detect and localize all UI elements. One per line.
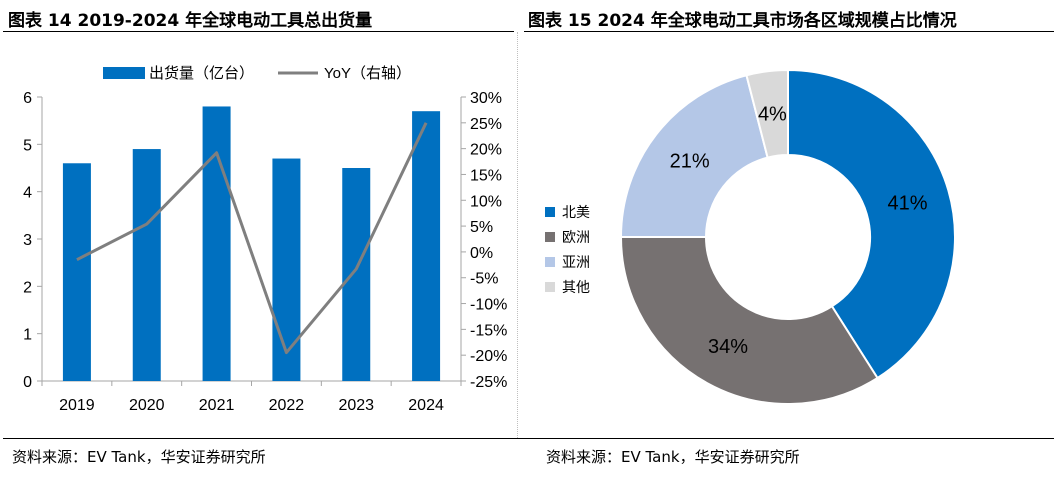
y-tick-label-left: 5 — [23, 137, 32, 154]
title-underline-right — [524, 31, 1054, 32]
legend-label-1: 欧洲 — [562, 229, 590, 245]
bar-chart-axes: 0 1 2 3 4 5 6 -25% -20% -15% -10% -5% 0% 5% 10% 15% 20% 2… — [23, 90, 507, 414]
bar-2021 — [202, 106, 231, 381]
bar-line-chart: 出货量（亿台） YoY（右轴） 0 1 2 3 4 5 6 -25% -20% -15% -10% -… — [23, 65, 507, 414]
legend-swatch-3 — [545, 282, 555, 292]
legend-swatch-0 — [545, 207, 555, 217]
y-tick-label-left: 0 — [23, 374, 32, 391]
donut-slice-label-0: 41% — [888, 192, 928, 214]
y-tick-label-right: 0% — [470, 245, 493, 262]
legend-label-0: 北美 — [562, 204, 590, 220]
yoy-line — [76, 122, 428, 355]
bar-2020 — [132, 149, 161, 381]
y-tick-label-left: 2 — [23, 279, 32, 296]
chart-title-right: 图表 15 2024 年全球电动工具市场各区域规模占比情况 — [528, 11, 957, 31]
y-tick-label-right: 15% — [470, 167, 502, 184]
y-tick-label-right: -5% — [470, 271, 498, 288]
y-tick-label-right: -25% — [470, 374, 507, 391]
y-tick-label-left: 1 — [23, 327, 32, 344]
legend-label-3: 其他 — [562, 279, 590, 295]
y-tick-label-right: 20% — [470, 142, 502, 159]
donut-slice-label-1: 34% — [708, 336, 748, 358]
legend-label-shipments: 出货量（亿台） — [149, 65, 254, 82]
bar-2024 — [412, 111, 441, 381]
bar-2019 — [62, 163, 91, 381]
donut-slice-3 — [745, 68, 789, 159]
donut-slice-label-3: 4% — [758, 103, 787, 125]
bar-chart-legend: 出货量（亿台） YoY（右轴） — [103, 65, 411, 82]
y-tick-label-left: 4 — [23, 185, 32, 202]
bar-2022 — [272, 158, 301, 381]
y-tick-label-right: -10% — [470, 297, 507, 314]
source-note-right: 资料来源：EV Tank，华安证券研究所 — [546, 448, 800, 466]
legend-swatch-1 — [545, 232, 555, 242]
x-tick-label-2024: 2024 — [408, 397, 444, 414]
y-tick-label-right: 5% — [470, 219, 493, 236]
donut-slice-1 — [619, 236, 879, 405]
y-tick-label-right: -15% — [470, 322, 507, 339]
legend-swatch-shipments — [103, 67, 145, 79]
y-tick-label-left: 3 — [23, 232, 32, 249]
y-tick-label-left: 6 — [23, 90, 32, 107]
y-tick-label-right: 25% — [470, 116, 502, 133]
x-tick-label-2019: 2019 — [59, 397, 95, 414]
x-tick-label-2021: 2021 — [199, 397, 235, 414]
y-tick-label-right: 30% — [470, 90, 502, 107]
x-tick-label-2023: 2023 — [338, 397, 374, 414]
panel-divider — [517, 32, 518, 438]
donut-slice-2 — [619, 74, 769, 238]
legend-swatch-2 — [545, 257, 555, 267]
x-tick-label-2020: 2020 — [129, 397, 165, 414]
bar-2023 — [342, 168, 371, 381]
y-tick-label-right: -20% — [470, 348, 507, 365]
footer-rule — [3, 438, 1054, 439]
y-tick-label-right: 10% — [470, 193, 502, 210]
donut-slice-0 — [787, 68, 956, 380]
donut-slice-label-2: 21% — [670, 151, 710, 173]
legend-label-2: 亚洲 — [562, 254, 590, 270]
title-underline-left — [3, 31, 514, 32]
legend-label-yoy: YoY（右轴） — [324, 65, 411, 82]
chart-title-left: 图表 14 2019-2024 年全球电动工具总出货量 — [8, 11, 373, 31]
source-note-left: 资料来源：EV Tank，华安证券研究所 — [12, 448, 266, 466]
bar-chart-marks — [62, 106, 441, 381]
donut-slices: 41% 34% 21% 4% — [619, 68, 956, 405]
x-tick-label-2022: 2022 — [269, 397, 305, 414]
